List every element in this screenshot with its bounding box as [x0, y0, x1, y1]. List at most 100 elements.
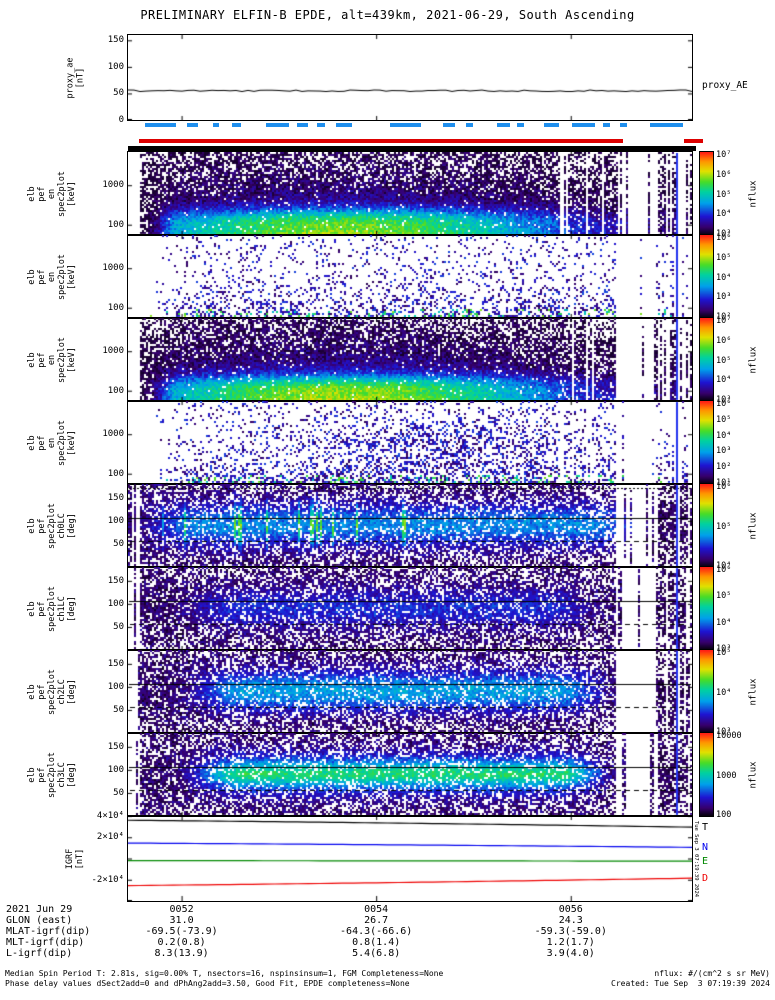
colorbar-panel-2 [699, 317, 714, 402]
colorbar-tick-label: 10⁴ [716, 687, 732, 698]
igrf-series-label-N: N [702, 842, 709, 854]
availability-bar-blue [335, 123, 353, 127]
colorbar-nflux-2-text: nflux [749, 345, 759, 374]
ytick-label-pa-ch0LC-150: 150 [107, 492, 124, 503]
side-timestamp-text: Tue Sep 3 07:19:39 2024 [693, 820, 700, 897]
bottom-row-value: 0054 [364, 904, 389, 915]
bottom-row-value: 3.9(4.0) [546, 948, 595, 959]
colorbar-tick-label: 10³ [716, 395, 732, 405]
spectrogram-canvas-en-spec-C [127, 317, 693, 402]
availability-bar-red [139, 139, 624, 143]
side-timestamp: Tue Sep 3 07:19:39 2024 [692, 816, 701, 901]
colorbar-panel-6 [699, 649, 714, 734]
panel-ylabel-pa-ch2LC-text: elb pef spec2plot ch2LC [deg] [27, 668, 77, 715]
availability-bar-blue [232, 123, 241, 127]
spectrogram-canvas-en-spec-D [127, 400, 693, 485]
colorbar-tick-label: 10⁵ [716, 648, 732, 658]
colorbar-tick-label: 10¹ [716, 478, 732, 488]
plot-title: PRELIMINARY ELFIN-B EPDE, alt=439km, 202… [140, 8, 635, 22]
bottom-row-value: -69.5(-73.9) [145, 926, 218, 937]
colorbar-nflux-7: nflux [748, 733, 760, 816]
colorbar-tick-label: 10⁵ [716, 521, 732, 532]
ytick-label-pa-ch1LC-50: 50 [113, 621, 124, 632]
availability-bar-blue [603, 123, 611, 127]
bottom-row-value: 0.8(1.4) [352, 937, 401, 948]
colorbar-panel-4 [699, 483, 714, 568]
ytick-label-en-spec-B-100: 100 [107, 302, 124, 313]
igrf-series-label-E: E [702, 856, 709, 868]
colorbar-tick-label: 10⁴ [716, 272, 732, 283]
footer-right-created: Created: Tue Sep 3 07:19:39 2024 [611, 979, 770, 988]
availability-bar-blue [619, 123, 627, 127]
panel-ylabel-pa-ch0LC-text: elb pef spec2plot ch0LC [deg] [27, 502, 77, 549]
panel-ylabel-pa-ch1LC-text: elb pef spec2plot ch1LC [deg] [27, 585, 77, 632]
colorbar-tick-label: 10⁵ [716, 591, 732, 602]
availability-bar-blue [390, 123, 422, 127]
spectrogram-canvas-en-spec-B [127, 234, 693, 319]
colorbar-tick-label: 10⁵ [716, 252, 732, 263]
proxy-ytick-0: 0 [118, 115, 124, 125]
colorbar-tick-label: 10⁶ [716, 335, 732, 346]
colorbar-panel-3 [699, 400, 714, 485]
proxy-ytick-50: 50 [113, 88, 124, 99]
bottom-row-value: 8.3(13.9) [154, 948, 209, 959]
panel-ylabel-pa-ch3LC-text: elb pef spec2plot ch3LC [deg] [27, 751, 77, 798]
proxy-ylabel: proxy_ae [nT] [55, 35, 95, 120]
footer-left-line-2: Phase delay values dSect2add=0 and dPhAn… [5, 979, 410, 988]
colorbar-nflux-2: nflux [748, 318, 760, 401]
bottom-row-value: -64.3(-66.6) [340, 926, 413, 937]
ytick-label-pa-ch0LC-50: 50 [113, 538, 124, 549]
igrf-ytick-2: -2×10⁴ [91, 874, 124, 885]
colorbar-tick-label: 10⁶ [716, 399, 732, 409]
colorbar-nflux-6: nflux [748, 650, 760, 733]
footer-right-nflux-units: nflux: #/(cm^2 s sr MeV) [654, 969, 770, 978]
colorbar-tick-label: 10⁴ [716, 375, 732, 386]
colorbar-nflux-0: nflux [748, 152, 760, 235]
colorbar-tick-label: 10⁴ [716, 209, 732, 220]
availability-bar-blue [212, 123, 220, 127]
colorbar-tick-label: 10⁶ [716, 565, 732, 575]
bottom-row-label-1: GLON (east) [6, 915, 73, 926]
ytick-label-en-spec-A-100: 100 [107, 219, 124, 230]
panel-ylabel-en-spec-B: elb pef en spec2plot [keV] [14, 235, 90, 318]
bottom-row-label-3: MLT-igrf(dip) [6, 937, 85, 948]
panel-ylabel-en-spec-C-text: elb pef en spec2plot [keV] [27, 336, 77, 383]
proxy-ae-right-label: proxy_AE [702, 80, 748, 91]
availability-bar-blue [144, 123, 176, 127]
igrf-series-label-D: D [702, 873, 709, 885]
panel-ylabel-en-spec-B-text: elb pef en spec2plot [keV] [27, 253, 77, 300]
bottom-row-value: 1.2(1.7) [546, 937, 595, 948]
panel-ylabel-pa-ch0LC: elb pef spec2plot ch0LC [deg] [14, 484, 90, 567]
ytick-label-pa-ch1LC-100: 100 [107, 598, 124, 609]
colorbar-tick-label: 10⁵ [716, 355, 732, 366]
colorbar-tick-label: 10³ [716, 446, 732, 457]
bottom-row-label-0: 2021 Jun 29 [6, 904, 73, 915]
colorbar-tick-label: 10000 [716, 731, 742, 741]
igrf-ylabel-text: IGRF [nT] [64, 848, 85, 869]
igrf-ytick-1: 2×10⁴ [96, 832, 124, 843]
spectrogram-canvas-pa-ch2LC [127, 649, 693, 734]
bottom-row-value: -59.3(-59.0) [534, 926, 607, 937]
bottom-row-value: 24.3 [558, 915, 583, 926]
colorbar-tick-label: 10³ [716, 292, 732, 303]
bottom-row-value: 5.4(6.8) [352, 948, 401, 959]
spectrogram-canvas-en-spec-A [127, 151, 693, 236]
colorbar-tick-label: 10⁴ [716, 617, 732, 628]
bottom-row-value: 0052 [169, 904, 194, 915]
panel-ylabel-en-spec-D: elb pef en spec2plot [keV] [14, 401, 90, 484]
ytick-label-pa-ch3LC-150: 150 [107, 741, 124, 752]
colorbar-panel-0 [699, 151, 714, 236]
availability-bar-blue [297, 123, 309, 127]
colorbar-panel-5 [699, 566, 714, 651]
availability-bar-blue [572, 123, 595, 127]
bottom-row-value: 26.7 [364, 915, 389, 926]
spectrogram-canvas-pa-ch3LC [127, 732, 693, 817]
bottom-row-label-4: L-igrf(dip) [6, 948, 73, 959]
availability-bar-blue [670, 123, 683, 127]
colorbar-tick-label: 10⁶ [716, 169, 732, 180]
colorbar-tick-label: 10⁶ [716, 482, 732, 492]
bottom-row-label-2: MLAT-igrf(dip) [6, 926, 91, 937]
igrf-canvas [127, 815, 693, 902]
availability-bar-red [683, 139, 704, 143]
